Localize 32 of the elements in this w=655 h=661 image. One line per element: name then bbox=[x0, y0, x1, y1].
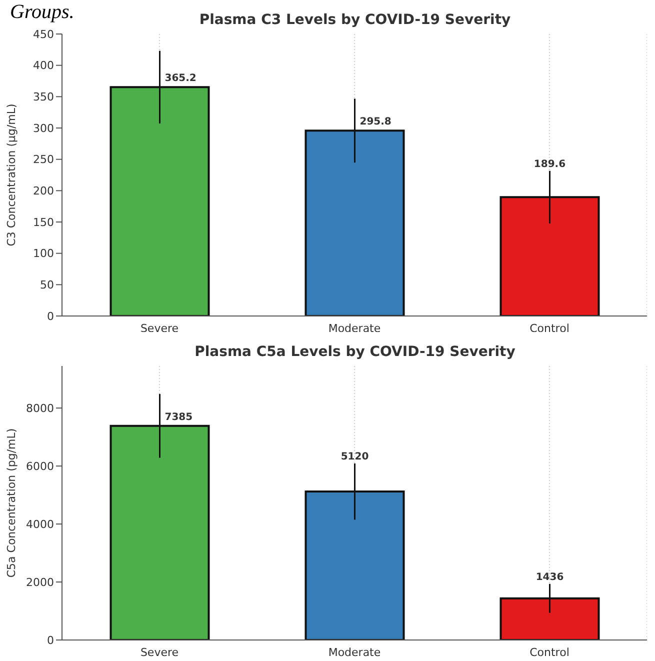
y-tick-label: 150 bbox=[33, 216, 54, 229]
data-label: 5120 bbox=[340, 451, 369, 462]
data-label: 189.6 bbox=[534, 158, 566, 170]
y-tick-label: 300 bbox=[33, 122, 54, 135]
y-tick-label: 0 bbox=[47, 310, 54, 323]
y-tick-label: 6000 bbox=[26, 460, 54, 473]
y-tick-label: 400 bbox=[33, 59, 54, 72]
chart-title: Plasma C3 Levels by COVID-19 Severity bbox=[199, 12, 511, 28]
y-tick-label: 2000 bbox=[26, 576, 54, 589]
data-label: 295.8 bbox=[360, 116, 392, 128]
chart-title: Plasma C5a Levels by COVID-19 Severity bbox=[194, 344, 516, 360]
text: Groups. bbox=[10, 0, 74, 24]
x-tick-label: Severe bbox=[140, 646, 179, 659]
x-tick-label: Moderate bbox=[328, 322, 381, 335]
y-axis-title: C3 Concentration (µg/mL) bbox=[4, 104, 18, 246]
y-tick-label: 0 bbox=[47, 634, 54, 647]
data-label: 7385 bbox=[164, 412, 193, 423]
y-tick-label: 450 bbox=[33, 28, 54, 41]
y-tick-label: 50 bbox=[40, 278, 54, 292]
y-tick-label: 200 bbox=[33, 184, 54, 198]
y-tick-label: 350 bbox=[33, 90, 54, 104]
y-tick-label: 250 bbox=[33, 153, 54, 166]
x-tick-label: Control bbox=[530, 646, 570, 659]
y-tick-label: 8000 bbox=[26, 402, 54, 415]
data-label: 365.2 bbox=[164, 73, 196, 84]
x-tick-label: Severe bbox=[140, 322, 179, 335]
y-tick-label: 100 bbox=[33, 247, 54, 260]
y-tick-label: 4000 bbox=[26, 518, 54, 531]
x-tick-label: Moderate bbox=[328, 646, 381, 659]
x-tick-label: Control bbox=[530, 322, 570, 335]
y-axis-title: C5a Concentration (pg/mL) bbox=[4, 428, 18, 578]
data-label: 1436 bbox=[536, 572, 564, 583]
